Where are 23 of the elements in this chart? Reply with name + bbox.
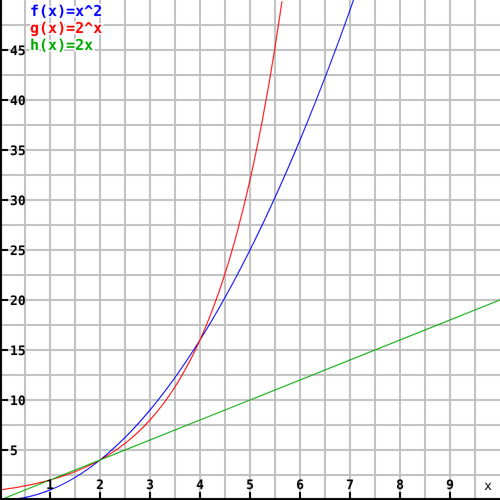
y-tick-label: 30 [10, 194, 26, 209]
y-tick-label: 15 [10, 344, 26, 359]
y-tick-label: 40 [10, 94, 26, 109]
y-tick-label: 25 [10, 244, 26, 259]
line-series [0, 0, 282, 490]
y-tick-label: 45 [10, 44, 26, 59]
y-tick-label: 10 [10, 394, 26, 409]
x-tick-label: 2 [96, 478, 104, 493]
x-tick-label: 8 [396, 478, 404, 493]
x-tick-label: 9 [446, 478, 454, 493]
x-tick-label: 5 [246, 478, 254, 493]
x-tick-label: 7 [346, 478, 354, 493]
text: g(x)=2^x [30, 19, 102, 37]
x-tick-label: 6 [296, 478, 304, 493]
y-tick-label: 5 [10, 444, 18, 459]
x-tick-label: 3 [146, 478, 154, 493]
text: f(x)=x^2 [30, 2, 102, 20]
x-axis-title: x [484, 479, 492, 494]
text: h(x)=2x [30, 36, 94, 54]
y-tick-label: 35 [10, 144, 26, 159]
y-tick-label: 20 [10, 294, 26, 309]
x-tick-label: 1 [46, 478, 54, 493]
x-tick-label: 4 [196, 478, 204, 493]
